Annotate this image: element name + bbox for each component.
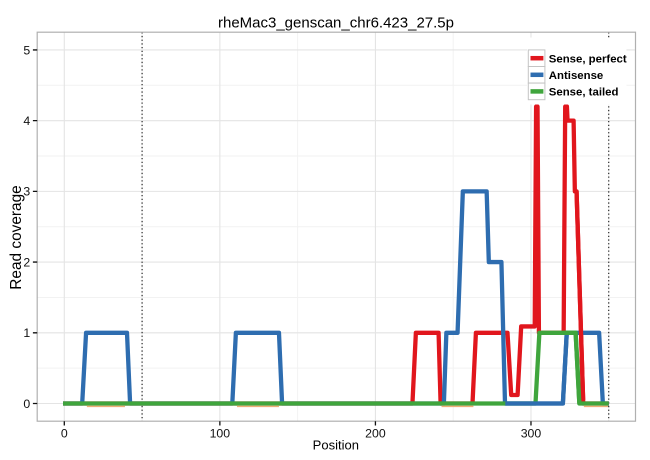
- svg-text:rheMac3_genscan_chr6.423_27.5p: rheMac3_genscan_chr6.423_27.5p: [218, 15, 454, 32]
- svg-text:100: 100: [210, 427, 231, 441]
- svg-text:3: 3: [23, 185, 30, 199]
- svg-text:4: 4: [23, 114, 30, 128]
- svg-text:Read coverage: Read coverage: [8, 185, 25, 289]
- svg-text:0: 0: [61, 427, 68, 441]
- svg-text:200: 200: [365, 427, 386, 441]
- svg-text:Antisense: Antisense: [549, 70, 603, 82]
- svg-text:300: 300: [521, 427, 542, 441]
- svg-text:0: 0: [23, 397, 30, 411]
- svg-text:Sense, tailed: Sense, tailed: [549, 87, 619, 99]
- svg-text:2: 2: [23, 255, 30, 269]
- svg-text:5: 5: [23, 43, 30, 57]
- svg-text:Sense, perfect: Sense, perfect: [549, 53, 627, 65]
- svg-text:Position: Position: [313, 438, 359, 453]
- svg-text:1: 1: [23, 326, 30, 340]
